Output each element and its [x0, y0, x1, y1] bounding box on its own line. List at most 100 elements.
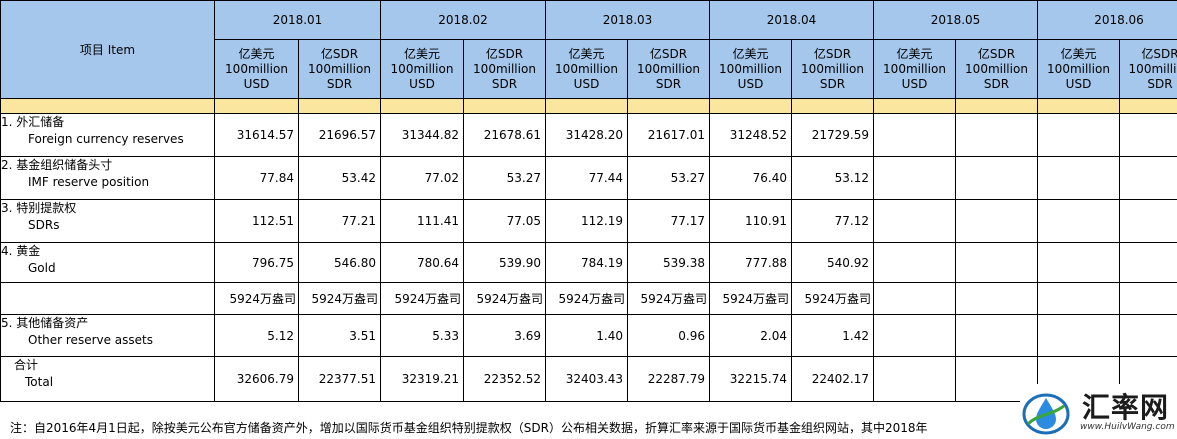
unit-usd-header: 亿美元 100million USD [380, 39, 464, 99]
value-cell: 22402.17 [791, 356, 874, 402]
value-cell: 1.42 [791, 314, 874, 357]
table-body: 1. 外汇储备 Foreign currency reserves 31614.57… [0, 113, 1177, 402]
month-header: 2018.01 [214, 0, 381, 40]
unit-line: 亿SDR [320, 46, 359, 61]
value-cell: 539.90 [463, 242, 546, 283]
value-cell: 77.44 [545, 156, 628, 200]
value-cell: 5924万盎司 [627, 282, 710, 315]
value-cell: 31344.82 [380, 113, 464, 157]
value-cell [873, 113, 956, 157]
month-header-row: 项目 Item 2018.01 2018.02 2018.03 2018.04 … [0, 0, 1177, 99]
unit-usd-header: 亿美元 100million USD [709, 39, 792, 99]
row-label: 5. 其他储备资产 Other reserve assets [0, 314, 215, 357]
water-drop-logo-icon [1022, 393, 1070, 435]
value-cell: 53.12 [791, 156, 874, 200]
value-cell [955, 113, 1038, 157]
row-label: 合计 Total [0, 356, 215, 402]
table-row: 1. 外汇储备 Foreign currency reserves 31614.57… [0, 113, 1177, 157]
value-cell: 21729.59 [791, 113, 874, 157]
unit-line: 100million [1047, 61, 1110, 76]
value-cell: 22352.52 [463, 356, 546, 402]
value-cell: 32403.43 [545, 356, 628, 402]
value-cell: 540.92 [791, 242, 874, 283]
value-cell [873, 356, 956, 402]
value-cell: 31614.57 [214, 113, 299, 157]
unit-line: 亿SDR [485, 46, 524, 61]
unit-line: 100million [1128, 61, 1177, 76]
unit-line: SDR [1147, 76, 1173, 91]
value-cell: 77.17 [627, 199, 710, 243]
unit-line: 100million [225, 61, 288, 76]
row-label-cn: 4. 黄金 [1, 244, 41, 258]
row-label-cn: 2. 基金组织储备头寸 [1, 158, 113, 172]
value-cell: 5924万盎司 [380, 282, 464, 315]
value-cell: 77.21 [298, 199, 381, 243]
value-cell [955, 199, 1038, 243]
unit-line: 100million [883, 61, 946, 76]
value-cell [873, 199, 956, 243]
value-cell [955, 156, 1038, 200]
unit-line: SDR [326, 76, 353, 91]
row-label-en: IMF reserve position [28, 175, 150, 189]
value-cell [1119, 113, 1177, 157]
unit-header-row: 亿美元 100million USD 亿SDR 100million SDR 亿美元 100m… [1, 39, 1177, 99]
value-cell: 539.38 [627, 242, 710, 283]
row-label-en: Foreign currency reserves [28, 132, 184, 146]
logo-url: www.HuilvWang.com [1080, 422, 1175, 432]
unit-line: 亿SDR [1141, 46, 1177, 61]
strip-cell [0, 98, 215, 114]
value-cell [1119, 199, 1177, 243]
value-cell [1037, 314, 1120, 357]
unit-line: 100million [801, 61, 864, 76]
value-cell: 5.33 [380, 314, 464, 357]
row-label-en: Other reserve assets [28, 333, 154, 347]
unit-line: SDR [983, 76, 1010, 91]
site-logo[interactable]: 汇率网 www.HuilvWang.com [1020, 384, 1177, 439]
unit-line: 亿SDR [649, 46, 688, 61]
row-label-en: SDRs [28, 218, 60, 232]
value-cell: 77.02 [380, 156, 464, 200]
value-cell: 5924万盎司 [463, 282, 546, 315]
value-cell [955, 356, 1038, 402]
value-cell: 22287.79 [627, 356, 710, 402]
value-cell: 5.12 [214, 314, 299, 357]
footnote: 注：自2016年4月1日起，除按美元公布官方储备资产外，增加以国际货币基金组织特… [10, 421, 928, 435]
reserves-table: 项目 Item 2018.01 2018.02 2018.03 2018.04 … [0, 0, 1177, 402]
row-label [0, 282, 215, 315]
value-cell: 5924万盎司 [709, 282, 792, 315]
unit-line: 100million [965, 61, 1028, 76]
table-row: 5. 其他储备资产 Other reserve assets 5.12 3.51 5.3… [0, 314, 1177, 357]
row-label: 1. 外汇储备 Foreign currency reserves [0, 113, 215, 157]
value-cell: 5924万盎司 [791, 282, 874, 315]
value-cell [1119, 282, 1177, 315]
value-cell: 21617.01 [627, 113, 710, 157]
unit-line: SDR [491, 76, 518, 91]
value-cell [873, 242, 956, 283]
unit-line: 亿美元 [403, 46, 440, 61]
unit-line: USD [1065, 76, 1092, 91]
item-column-header: 项目 Item [0, 0, 215, 99]
value-cell: 53.42 [298, 156, 381, 200]
value-cell [1037, 199, 1120, 243]
unit-line: 100million [719, 61, 782, 76]
value-cell: 2.04 [709, 314, 792, 357]
value-cell [1037, 282, 1120, 315]
unit-line: USD [901, 76, 928, 91]
unit-usd-header: 亿美元 100million USD [873, 39, 956, 99]
row-label-cn: 合计 [14, 358, 39, 372]
month-header: 2018.04 [709, 0, 874, 40]
value-cell: 546.80 [298, 242, 381, 283]
unit-line: 100million [390, 61, 454, 76]
unit-usd-header: 亿美元 100million USD [1037, 39, 1120, 99]
unit-line: 亿美元 [896, 46, 933, 61]
value-cell: 5924万盎司 [214, 282, 299, 315]
value-cell: 32606.79 [214, 356, 299, 402]
unit-line: 100million [555, 61, 618, 76]
value-cell: 32319.21 [380, 356, 464, 402]
value-cell: 111.41 [380, 199, 464, 243]
unit-line: 100million [473, 61, 536, 76]
